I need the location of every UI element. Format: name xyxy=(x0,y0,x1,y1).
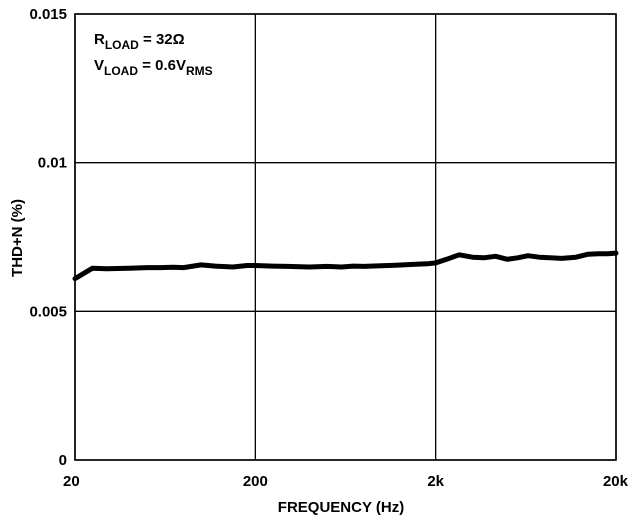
grid-layer xyxy=(74,13,617,461)
y-tick-label: 0.01 xyxy=(38,155,67,172)
annotation-part: = 32Ω xyxy=(139,31,185,48)
y-tick-label: 0 xyxy=(59,452,67,469)
x-tick-label: 200 xyxy=(243,473,268,490)
thd-series-line xyxy=(72,250,619,282)
annotation-part: RMS xyxy=(186,64,213,78)
y-tick-label: 0.015 xyxy=(29,6,67,23)
x-tick-label: 20 xyxy=(63,473,80,490)
y-tick-labels: 0 0.005 0.01 0.015 xyxy=(29,6,67,469)
x-tick-label: 2k xyxy=(427,473,444,490)
y-axis-label: THD+N (%) xyxy=(9,199,26,277)
annotation-part: V xyxy=(94,57,104,74)
plot-frame xyxy=(74,13,617,461)
annotation-part: R xyxy=(94,31,105,48)
x-tick-label: 20k xyxy=(603,473,629,490)
annotation-rload: RLOAD = 32Ω xyxy=(94,31,185,52)
y-tick-label: 0.005 xyxy=(29,303,67,320)
annotation-part: = 0.6V xyxy=(138,57,186,74)
annotation-vload: VLOAD = 0.6VRMS xyxy=(94,57,213,78)
annotation-part: LOAD xyxy=(105,38,139,52)
x-axis-label: FREQUENCY (Hz) xyxy=(278,499,404,516)
annotation-part: LOAD xyxy=(104,64,138,78)
x-tick-labels: 20 200 2k 20k xyxy=(63,473,629,490)
